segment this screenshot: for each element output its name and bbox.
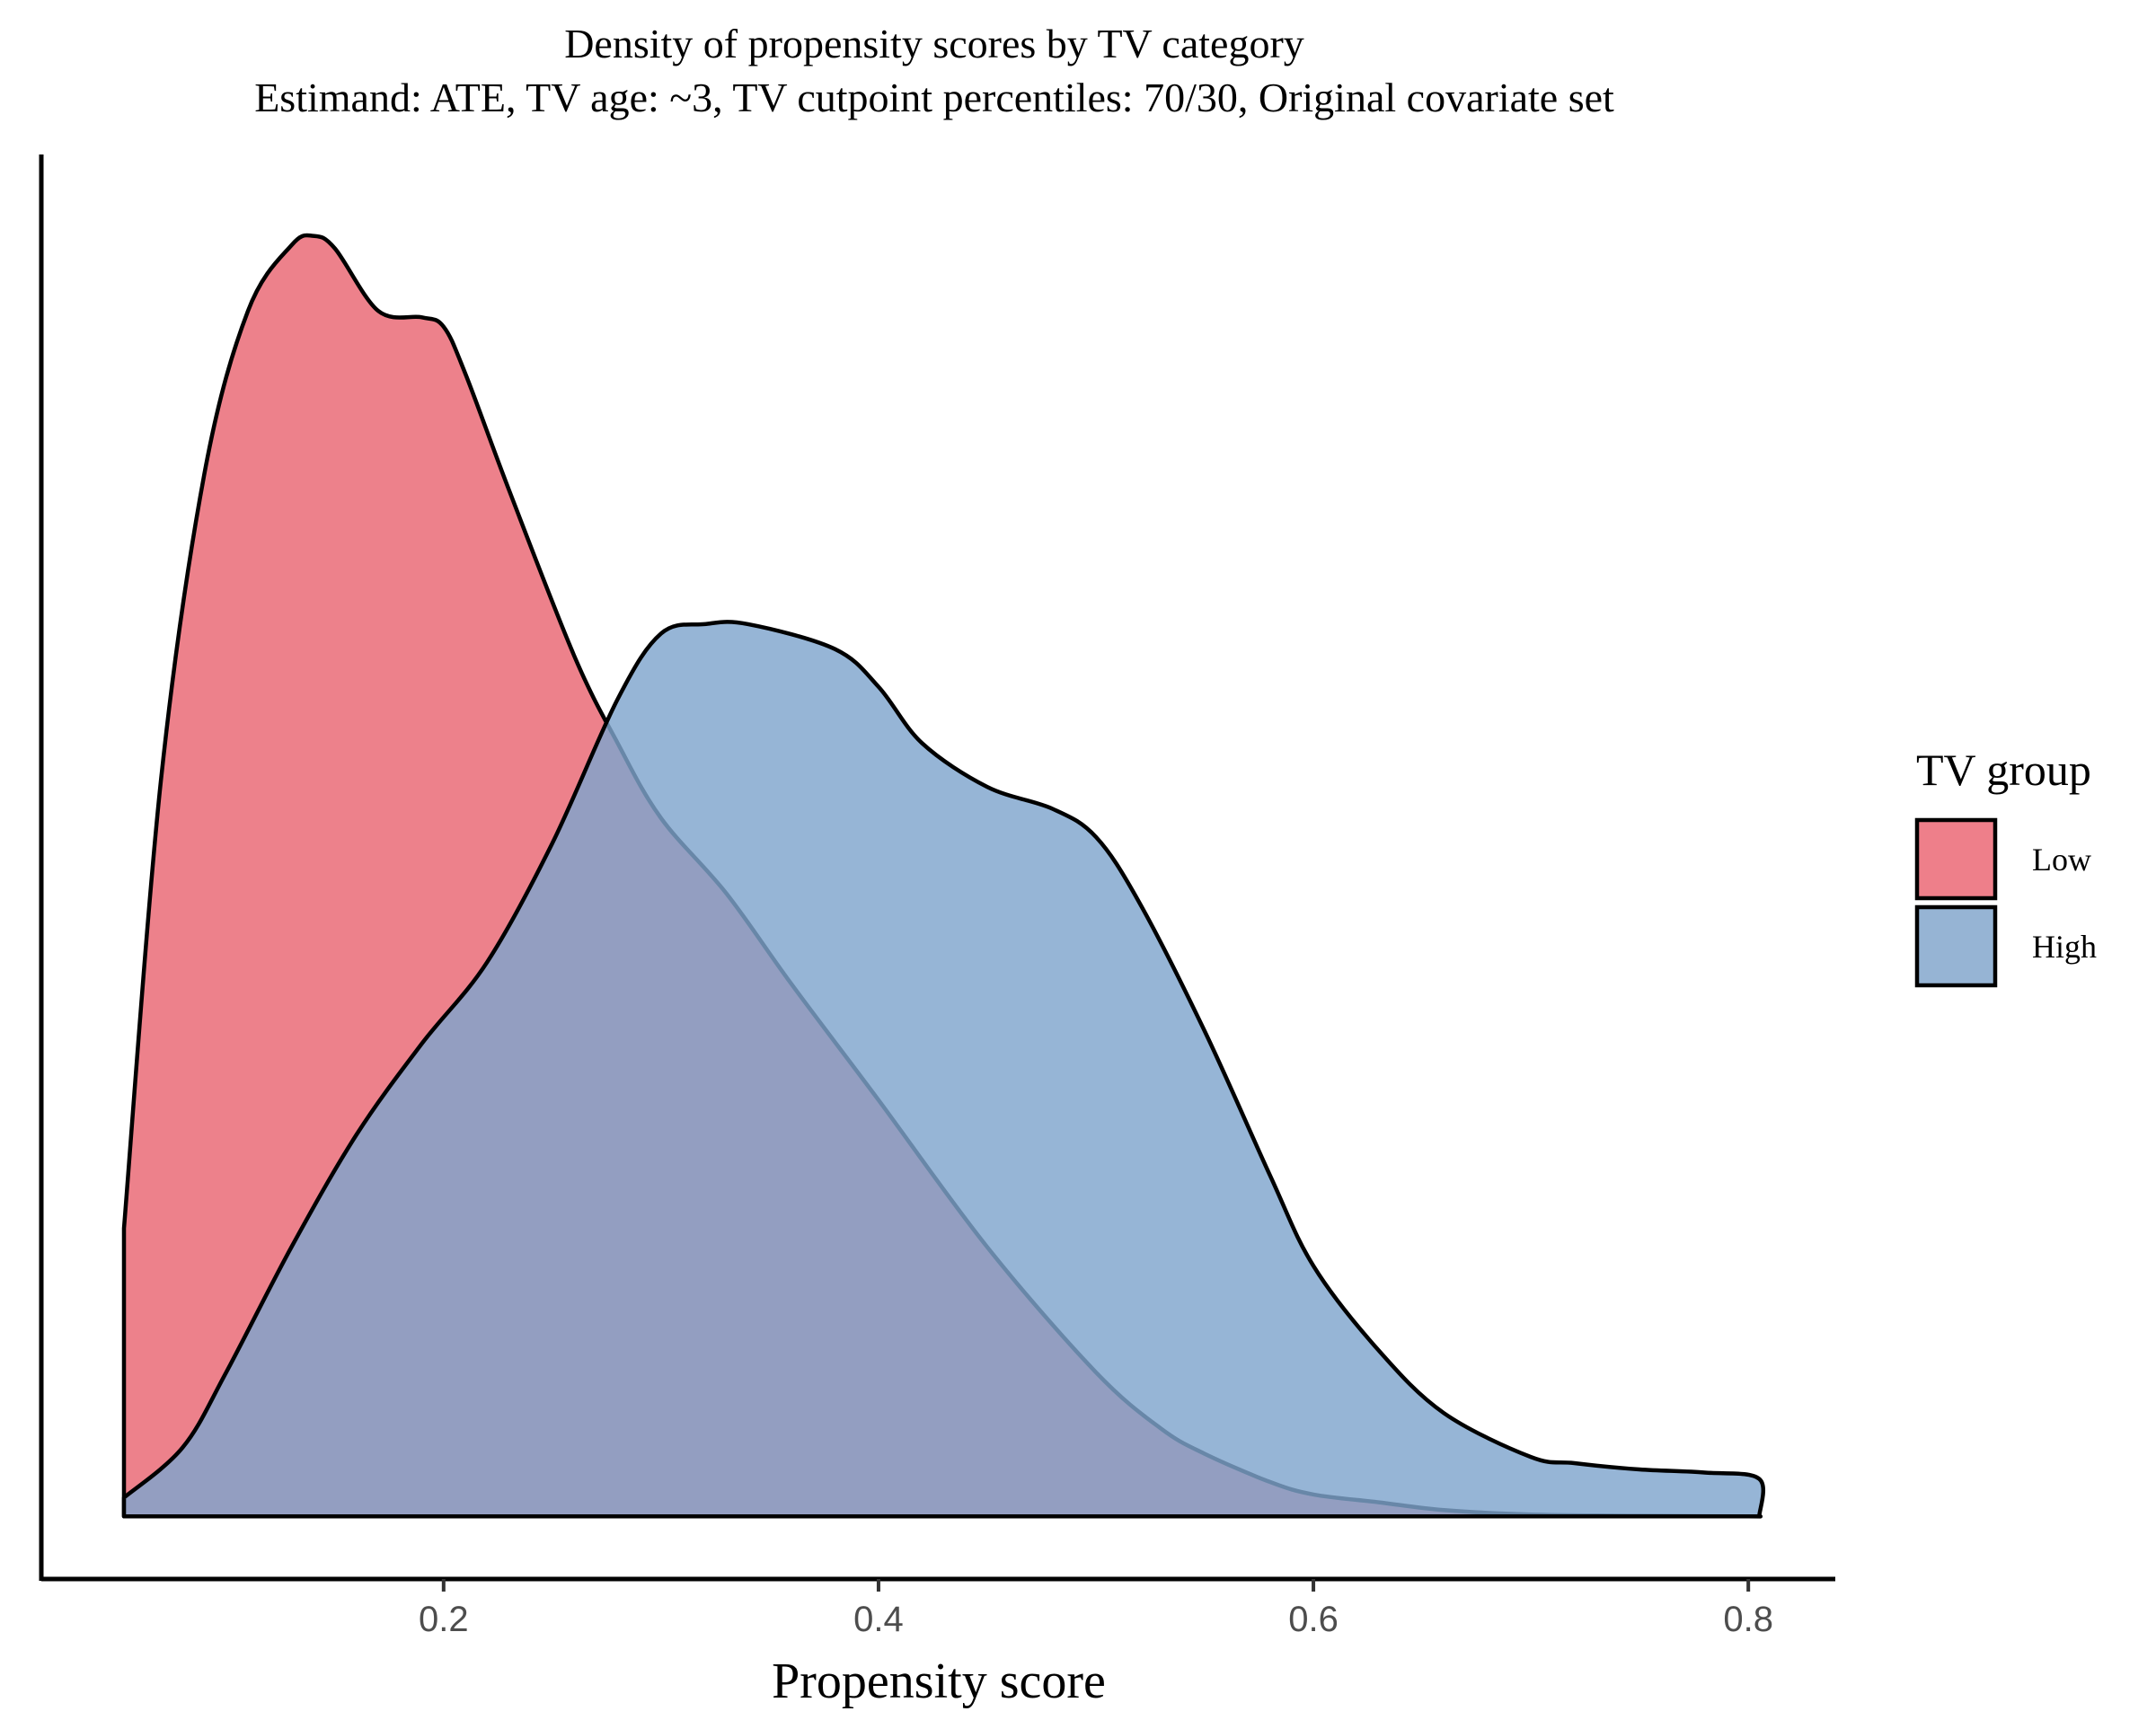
x-tick-label: 0.6 <box>1288 1600 1339 1639</box>
legend-items: Low High <box>1914 817 2097 988</box>
legend-label-low: Low <box>2032 842 2091 878</box>
x-axis-ticks: 0.2 0.4 0.6 0.8 <box>419 1579 1773 1639</box>
chart-title: Density of propensity scores by TV categ… <box>564 21 1304 66</box>
chart-subtitle: Estimand: ATE, TV age: ~3, TV cutpoint p… <box>254 75 1614 120</box>
x-axis-label: Propensity score <box>772 1654 1106 1709</box>
density-area-high <box>121 620 1765 1519</box>
legend-title: TV group <box>1916 745 2091 795</box>
x-tick-label: 0.2 <box>419 1600 469 1639</box>
legend: TV group Low High <box>1914 745 2097 988</box>
legend-swatch-low <box>1914 817 1998 901</box>
x-tick-label: 0.4 <box>853 1600 904 1639</box>
legend-label-high: High <box>2032 929 2097 965</box>
x-tick-label: 0.8 <box>1723 1600 1773 1639</box>
legend-swatch-high <box>1914 904 1998 988</box>
density-areas <box>121 233 1765 1519</box>
